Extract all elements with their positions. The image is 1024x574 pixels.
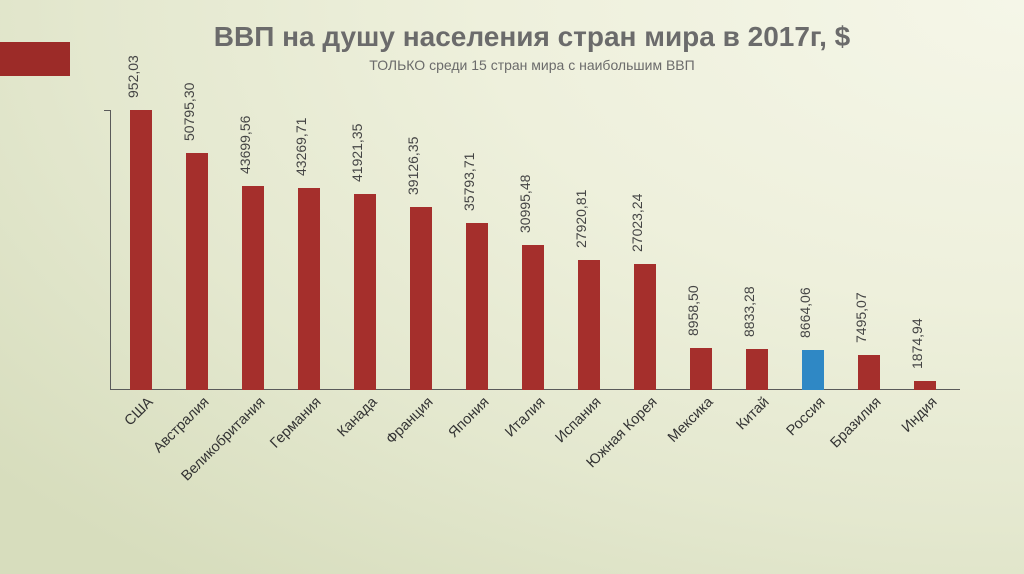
value-label: 43699,56 xyxy=(237,116,253,174)
bar: 27920,81 xyxy=(578,260,600,390)
value-label: 7495,07 xyxy=(853,292,869,343)
bar-column: 50795,30Австралия xyxy=(186,110,208,390)
value-label: 8664,06 xyxy=(797,287,813,338)
value-label: 43269,71 xyxy=(293,118,309,176)
bar-column: 27023,24Южная Корея xyxy=(634,110,656,390)
plot-area: 952,03США 50795,30Австралия 43699,56Велико… xyxy=(110,110,960,390)
bar-column: 8833,28Китай xyxy=(746,110,768,390)
bar: 43699,56 xyxy=(242,186,264,390)
bar-column: 8664,06Россия xyxy=(802,110,824,390)
category-label: Бразилия xyxy=(828,394,885,451)
bar: 43269,71 xyxy=(298,188,320,390)
bar: 39126,35 xyxy=(410,207,432,390)
value-label: 41921,35 xyxy=(349,124,365,182)
value-label: 27023,24 xyxy=(629,194,645,252)
y-axis-tick xyxy=(104,110,110,111)
bar-column: 30995,48Италия xyxy=(522,110,544,390)
bar-column: 1874,94Индия xyxy=(914,110,936,390)
category-label: США xyxy=(122,394,157,429)
bar: 8664,06 xyxy=(802,350,824,390)
bar-column: 41921,35Канада xyxy=(354,110,376,390)
category-label: Испания xyxy=(553,394,605,446)
bar: 8958,50 xyxy=(690,348,712,390)
category-label: Россия xyxy=(784,394,829,439)
bar-column: 43269,71Германия xyxy=(298,110,320,390)
bar: 35793,71 xyxy=(466,223,488,390)
category-label: Франция xyxy=(383,394,436,447)
bar: 952,03 xyxy=(130,110,152,390)
category-label: Италия xyxy=(502,394,548,440)
value-label: 39126,35 xyxy=(405,137,421,195)
bar-column: 35793,71Япония xyxy=(466,110,488,390)
title-block: ВВП на душу населения стран мира в 2017г… xyxy=(80,22,984,73)
accent-stripe xyxy=(0,42,70,76)
slide: ВВП на душу населения стран мира в 2017г… xyxy=(0,0,1024,574)
bar-column: 7495,07Бразилия xyxy=(858,110,880,390)
category-label: Индия xyxy=(899,394,941,436)
value-label: 1874,94 xyxy=(909,319,925,370)
y-axis xyxy=(110,110,111,390)
value-label: 27920,81 xyxy=(573,189,589,247)
page-subtitle: ТОЛЬКО среди 15 стран мира с наибольшим … xyxy=(80,57,984,73)
category-label: Япония xyxy=(446,394,493,441)
value-label: 8958,50 xyxy=(685,286,701,337)
gdp-per-capita-chart: 952,03США50795,30Австралия43699,56Велико… xyxy=(110,110,960,550)
bar: 7495,07 xyxy=(858,355,880,390)
page-title: ВВП на душу населения стран мира в 2017г… xyxy=(80,22,984,53)
value-label: 30995,48 xyxy=(517,175,533,233)
bar: 30995,48 xyxy=(522,245,544,390)
bar: 41921,35 xyxy=(354,194,376,390)
category-label: Канада xyxy=(335,394,381,440)
value-label: 952,03 xyxy=(125,55,141,98)
bar-column: 43699,56Великобритания xyxy=(242,110,264,390)
category-label: Мексика xyxy=(665,394,717,446)
value-label: 35793,71 xyxy=(461,153,477,211)
bar: 1874,94 xyxy=(914,381,936,390)
bar-column: 8958,50Мексика xyxy=(690,110,712,390)
value-label: 50795,30 xyxy=(181,83,197,141)
category-label: Китай xyxy=(734,394,773,433)
category-label: Германия xyxy=(267,394,324,451)
bar: 50795,30 xyxy=(186,153,208,390)
bar-column: 27920,81Испания xyxy=(578,110,600,390)
bar: 27023,24 xyxy=(634,264,656,390)
bar-column: 39126,35Франция xyxy=(410,110,432,390)
bar-column: 952,03США xyxy=(130,110,152,390)
value-label: 8833,28 xyxy=(741,286,757,337)
bar: 8833,28 xyxy=(746,349,768,390)
